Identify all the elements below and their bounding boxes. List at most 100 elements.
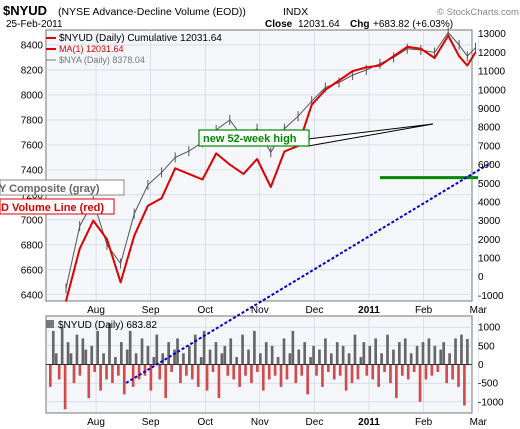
volume-bar bbox=[383, 364, 386, 372]
x-tick-label-lower: Oct bbox=[197, 417, 213, 428]
volume-bar bbox=[285, 364, 289, 380]
ad-point bbox=[392, 55, 395, 57]
volume-bar bbox=[318, 349, 321, 365]
ad-point bbox=[201, 178, 204, 181]
volume-bar bbox=[66, 342, 70, 365]
x-tick-label: Oct bbox=[197, 305, 213, 316]
price-panel bbox=[45, 29, 473, 302]
volume-bar bbox=[409, 353, 413, 365]
left-tick-label: 7600 bbox=[21, 140, 44, 151]
x-tick-label: Sep bbox=[142, 305, 160, 316]
ad-point bbox=[78, 247, 81, 250]
volume-bar bbox=[442, 342, 446, 365]
volume-bar bbox=[49, 364, 52, 387]
volume-bar bbox=[338, 364, 342, 376]
annotation-new-high: new 52-week high bbox=[198, 123, 434, 147]
volume-bar bbox=[321, 364, 324, 387]
volume-bar bbox=[81, 338, 85, 365]
volume-bar bbox=[288, 353, 292, 365]
volume-bar bbox=[279, 364, 283, 387]
volume-bar bbox=[54, 353, 58, 365]
legend-nya: $NYA (Daily) 8378.04 bbox=[59, 55, 145, 65]
volume-bar bbox=[332, 364, 336, 380]
ad-point bbox=[133, 234, 136, 237]
volume-bar bbox=[259, 353, 262, 365]
right-tick-label: 2000 bbox=[478, 235, 501, 246]
volume-bar bbox=[108, 323, 111, 365]
volume-bar bbox=[359, 357, 363, 365]
volume-bar bbox=[78, 364, 82, 376]
volume-legend-swatch bbox=[46, 320, 54, 328]
volume-bar bbox=[309, 357, 312, 365]
volume-bar bbox=[122, 364, 126, 395]
volume-bar bbox=[415, 345, 419, 365]
left-tick-label: 8000 bbox=[21, 90, 44, 101]
right-tick-label: 6000 bbox=[478, 160, 501, 171]
ad-point bbox=[324, 89, 327, 91]
volume-bar bbox=[96, 330, 99, 365]
volume-bar bbox=[395, 364, 398, 399]
x-tick-label: Mar bbox=[470, 305, 488, 316]
volume-bar bbox=[433, 345, 437, 365]
volume-bar bbox=[75, 334, 79, 365]
volume-bar bbox=[398, 342, 401, 365]
volume-bar bbox=[244, 364, 247, 376]
volume-bar bbox=[250, 364, 253, 384]
volume-bar bbox=[247, 349, 250, 365]
x-tick-label: 2011 bbox=[358, 305, 380, 316]
volume-bar bbox=[57, 364, 61, 380]
volume-bar bbox=[324, 338, 327, 365]
volume-bar bbox=[102, 353, 105, 365]
volume-bar bbox=[170, 364, 173, 372]
x-tick-label: Feb bbox=[415, 305, 433, 316]
volume-bar bbox=[400, 364, 404, 376]
volume-bar bbox=[362, 342, 366, 365]
volume-bar bbox=[202, 330, 206, 365]
volume-bar bbox=[344, 364, 348, 391]
right-tick-label: 12000 bbox=[478, 48, 506, 59]
volume-bar bbox=[356, 364, 360, 380]
volume-bar bbox=[294, 364, 298, 384]
ad-point bbox=[269, 186, 272, 188]
right-tick-label: 8000 bbox=[478, 123, 501, 134]
volume-bar bbox=[190, 364, 194, 380]
right-tick-label: 13000 bbox=[478, 29, 506, 40]
volume-bar bbox=[149, 364, 153, 391]
volume-bar bbox=[199, 357, 203, 365]
volume-bar bbox=[406, 364, 410, 380]
x-tick-label-lower: 2011 bbox=[358, 417, 380, 428]
volume-bar bbox=[371, 364, 375, 380]
x-tick-label: Dec bbox=[306, 305, 324, 316]
volume-bar bbox=[125, 349, 129, 365]
volume-bar bbox=[377, 364, 380, 387]
left-tick-label: 8200 bbox=[21, 65, 44, 76]
volume-bar bbox=[232, 364, 236, 380]
volume-bar bbox=[306, 364, 309, 395]
volume-bar bbox=[161, 353, 165, 365]
volume-bar bbox=[380, 353, 383, 365]
ad-point bbox=[283, 150, 286, 153]
right-tick-label: 9000 bbox=[478, 104, 501, 115]
volume-bar bbox=[51, 330, 55, 365]
volume-bar bbox=[276, 357, 280, 365]
annotation-composite: NY Composite (gray) bbox=[0, 179, 125, 196]
x-tick-label-lower: Feb bbox=[415, 417, 433, 428]
volume-bar bbox=[114, 357, 117, 365]
volume-bar bbox=[137, 364, 141, 380]
volume-bar bbox=[69, 353, 73, 365]
volume-bar bbox=[182, 353, 185, 365]
ad-point bbox=[215, 152, 217, 155]
ad-point bbox=[420, 47, 422, 50]
index-tag: INDX bbox=[283, 6, 308, 18]
volume-bar bbox=[167, 342, 170, 365]
volume-bar bbox=[226, 364, 230, 376]
ad-point bbox=[92, 219, 95, 222]
volume-bar bbox=[457, 364, 460, 387]
volume-bar bbox=[131, 364, 135, 387]
volume-bar bbox=[117, 364, 120, 376]
volume-bar bbox=[205, 364, 209, 391]
ad-point bbox=[458, 55, 460, 57]
volume-bar bbox=[143, 364, 147, 376]
volume-bar bbox=[152, 357, 156, 365]
volume-bar bbox=[196, 364, 200, 387]
